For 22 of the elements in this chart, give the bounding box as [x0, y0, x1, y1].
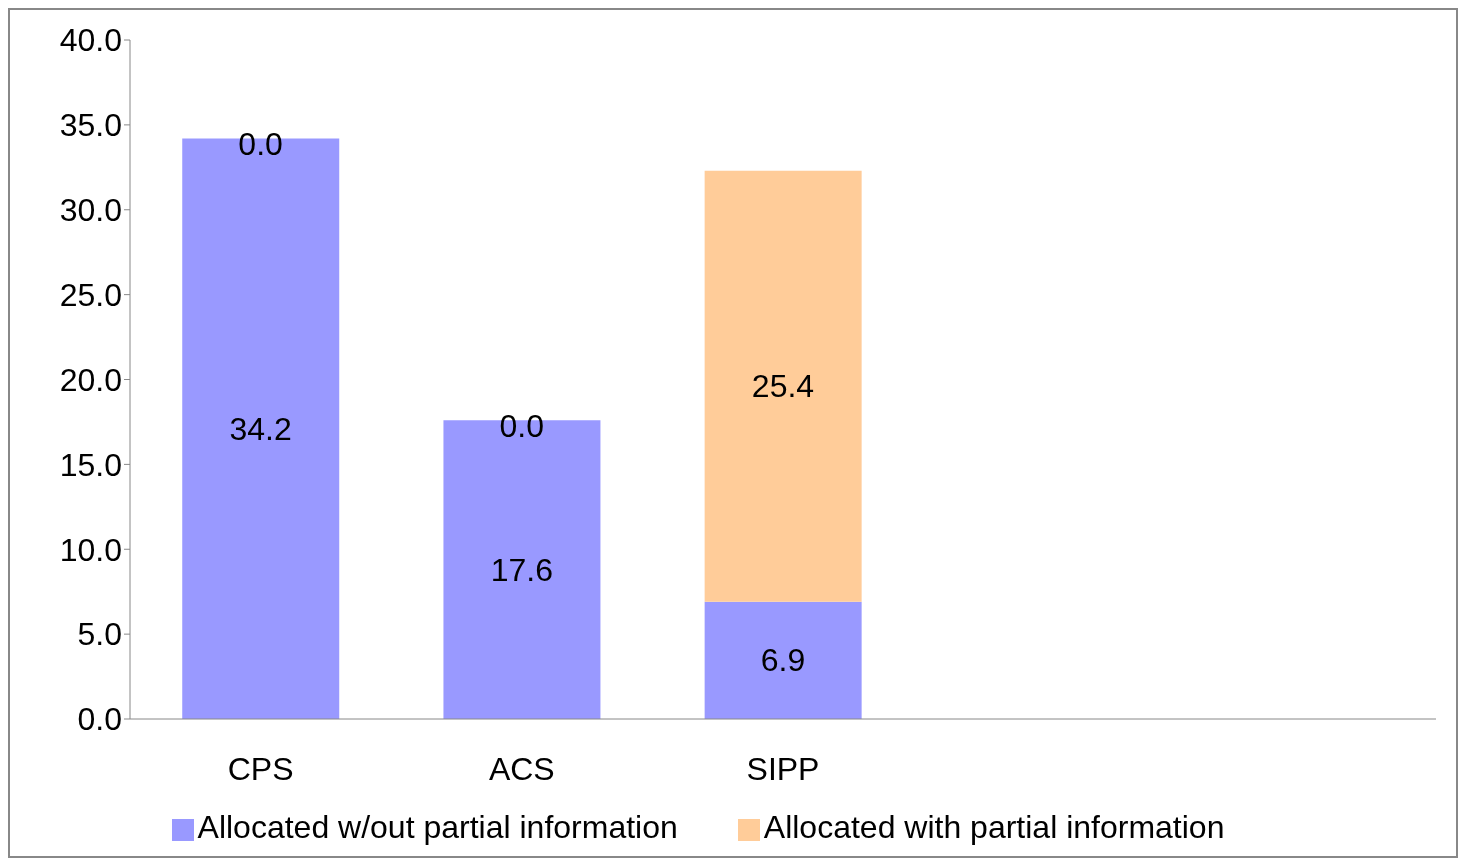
y-tick-label: 20.0: [59, 361, 122, 398]
legend-label: Allocated w/out partial information: [197, 809, 678, 845]
data-label: 0.0: [238, 126, 283, 163]
y-tick-label: 5.0: [77, 616, 122, 653]
x-tick-label: ACS: [488, 750, 555, 787]
x-tick-label: SIPP: [746, 750, 820, 787]
y-tick-label: 35.0: [59, 107, 122, 144]
data-label: 25.4: [751, 368, 815, 405]
data-label: 17.6: [490, 551, 553, 588]
bar: [704, 601, 862, 719]
y-tick-label: 10.0: [59, 531, 122, 568]
y-tick-label: 15.0: [59, 446, 122, 483]
data-label: 0.0: [499, 408, 545, 445]
y-tick-label: 40.0: [59, 22, 122, 59]
x-tick-label: CPS: [227, 750, 294, 787]
y-tick-label: 30.0: [59, 192, 122, 229]
data-label: 34.2: [229, 410, 292, 447]
legend-label: Allocated with partial information: [763, 809, 1225, 845]
y-tick-label: 0.0: [77, 701, 122, 738]
data-label: 6.9: [760, 642, 806, 679]
y-tick-label: 25.0: [59, 276, 122, 313]
bar: [704, 170, 862, 602]
